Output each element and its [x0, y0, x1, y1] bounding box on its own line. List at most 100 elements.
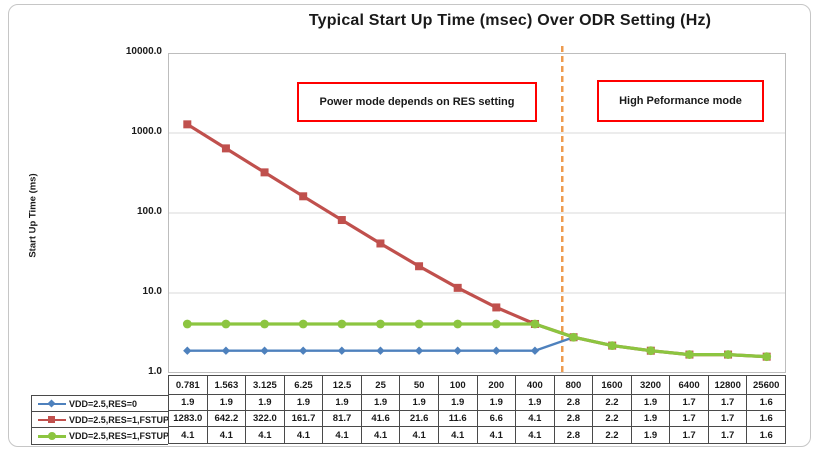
table-value-cell: 1.7 — [670, 427, 709, 443]
data-point-marker-square — [299, 192, 308, 201]
table-value-cell: 4.1 — [323, 427, 362, 443]
data-point-marker-circle — [723, 350, 733, 359]
annotation-high-performance-box: High Peformance mode — [597, 80, 764, 122]
data-point-marker-circle — [607, 341, 617, 351]
data-point-marker-circle — [260, 319, 269, 329]
table-value-cell: 4.1 — [400, 427, 439, 443]
data-point-marker-circle — [569, 332, 578, 342]
table-row: 1.9 1.9 1.9 1.9 1.9 1.9 1.9 1.9 1.9 1.9 2.8 2.2 1.9 1… — [169, 395, 785, 411]
table-row: 1283.0 642.2 322.0 161.7 81.7 41.6 21.6 11.6 6.6… — [169, 411, 785, 427]
data-point-marker-circle — [221, 319, 231, 329]
chart-title: Typical Start Up Time (msec) Over ODR Se… — [308, 12, 712, 29]
table-value-cell: 2.8 — [555, 411, 594, 426]
data-point-marker-circle — [337, 319, 347, 329]
legend-series-label: VDD=2.5,RES=0 — [69, 398, 138, 409]
data-point-marker-square — [183, 120, 192, 129]
table-header-row: 0.781 1.563 3.125 6.25 12.5 25 50 100 200 400 800 1… — [168, 375, 786, 395]
legend-row: VDD=2.5,RES=0 — [32, 396, 168, 412]
table-value-cell: 4.1 — [516, 427, 555, 443]
table-value-cell: 1.9 — [516, 395, 555, 410]
data-point-marker-square — [376, 239, 385, 248]
legend-marker-circle-icon — [38, 431, 66, 441]
table-value-cell: 4.1 — [362, 427, 401, 443]
table-value-cell: 1.9 — [208, 395, 247, 410]
x-category-header-cell: 3200 — [632, 376, 671, 394]
table-value-cell: 11.6 — [439, 411, 478, 426]
data-point-marker-square — [453, 283, 462, 292]
y-axis-tick-label: 10.0 — [142, 286, 162, 297]
data-point-marker-circle — [298, 319, 308, 329]
data-point-marker-circle — [762, 352, 772, 362]
table-value-cell: 1.7 — [709, 395, 748, 410]
data-point-marker-square — [221, 144, 230, 153]
data-point-marker-circle — [414, 319, 424, 329]
data-point-marker-circle — [646, 346, 656, 356]
table-value-cell: 642.2 — [208, 411, 247, 426]
table-value-cell: 6.6 — [478, 411, 517, 426]
legend-series-label: VDD=2.5,RES=1,FSTUP=0 — [69, 414, 180, 425]
x-category-header-cell: 6.25 — [285, 376, 324, 394]
x-category-header-cell: 200 — [478, 376, 517, 394]
x-category-header-cell: 1.563 — [208, 376, 247, 394]
series-line-circle — [187, 322, 767, 359]
table-value-cell: 1.7 — [709, 411, 748, 426]
table-value-cell: 4.1 — [478, 427, 517, 443]
data-point-marker-square — [415, 262, 424, 271]
y-axis-title: Start Up Time (ms) — [26, 148, 40, 288]
table-value-cell: 1.9 — [632, 411, 671, 426]
table-value-cell: 1.9 — [632, 427, 671, 443]
data-point-marker-circle — [453, 319, 463, 329]
x-category-header-cell: 1600 — [593, 376, 632, 394]
data-point-marker-square — [260, 168, 269, 177]
x-category-header-cell: 12800 — [709, 376, 748, 394]
table-value-cell: 4.1 — [246, 427, 285, 443]
x-category-header-cell: 25600 — [753, 379, 780, 391]
table-value-cell: 1.9 — [439, 395, 478, 410]
table-value-cell: 4.1 — [439, 427, 478, 443]
data-point-marker-circle — [491, 319, 501, 329]
y-axis-tick-label: 1.0 — [148, 366, 162, 377]
table-value-cell: 1.9 — [400, 395, 439, 410]
data-point-marker-circle — [530, 319, 540, 329]
data-point-marker-diamond — [414, 346, 424, 355]
data-point-marker-diamond — [221, 346, 231, 355]
y-axis-title-text: Start Up Time (ms) — [27, 173, 39, 258]
y-axis-tick-label: 100.0 — [136, 206, 162, 217]
table-value-cell: 1.6 — [759, 397, 773, 408]
data-point-marker-circle — [685, 350, 694, 359]
table-value-cell: 1.9 — [285, 395, 324, 410]
x-category-header-cell: 3.125 — [246, 376, 285, 394]
table-value-cell: 322.0 — [246, 411, 285, 426]
x-category-header-cell: 0.781 — [169, 376, 208, 394]
table-value-cell: 1.9 — [246, 395, 285, 410]
table-value-cell: 1.9 — [362, 395, 401, 410]
plot-area — [168, 46, 786, 373]
annotation-power-mode-text: Power mode depends on RES setting — [319, 96, 515, 108]
data-point-marker-diamond — [183, 346, 192, 355]
x-category-header-cell: 12.5 — [323, 376, 362, 394]
data-point-marker-square — [337, 216, 346, 225]
table-value-cell: 4.1 — [285, 427, 324, 443]
table-value-cell: 1.7 — [670, 411, 709, 426]
annotation-power-mode-box: Power mode depends on RES setting — [297, 82, 537, 122]
table-body: 1.9 1.9 1.9 1.9 1.9 1.9 1.9 1.9 1.9 1.9 2.8 2.2 1.9 1… — [168, 395, 786, 444]
table-value-cell: 161.7 — [285, 411, 324, 426]
series-line-square — [186, 122, 767, 359]
x-category-header-cell: 6400 — [670, 376, 709, 394]
table-value-cell: 4.1 — [516, 411, 555, 426]
table-value-cell: 41.6 — [362, 411, 401, 426]
data-point-marker-square — [492, 303, 501, 312]
data-point-marker-diamond — [376, 346, 385, 355]
plot-svg — [168, 46, 786, 373]
x-category-header-cell: 800 — [555, 376, 594, 394]
table-value-cell: 1.9 — [323, 395, 362, 410]
table-value-cell: 81.7 — [323, 411, 362, 426]
x-category-header-cell: 100 — [439, 376, 478, 394]
table-value-cell: 1.7 — [709, 427, 748, 443]
table-value-cell: 1.6 — [759, 429, 773, 441]
x-category-header-cell: 25 — [362, 376, 401, 394]
table-value-cell: 21.6 — [400, 411, 439, 426]
data-point-marker-circle — [376, 319, 385, 329]
table-value-cell: 1.6 — [759, 413, 773, 424]
